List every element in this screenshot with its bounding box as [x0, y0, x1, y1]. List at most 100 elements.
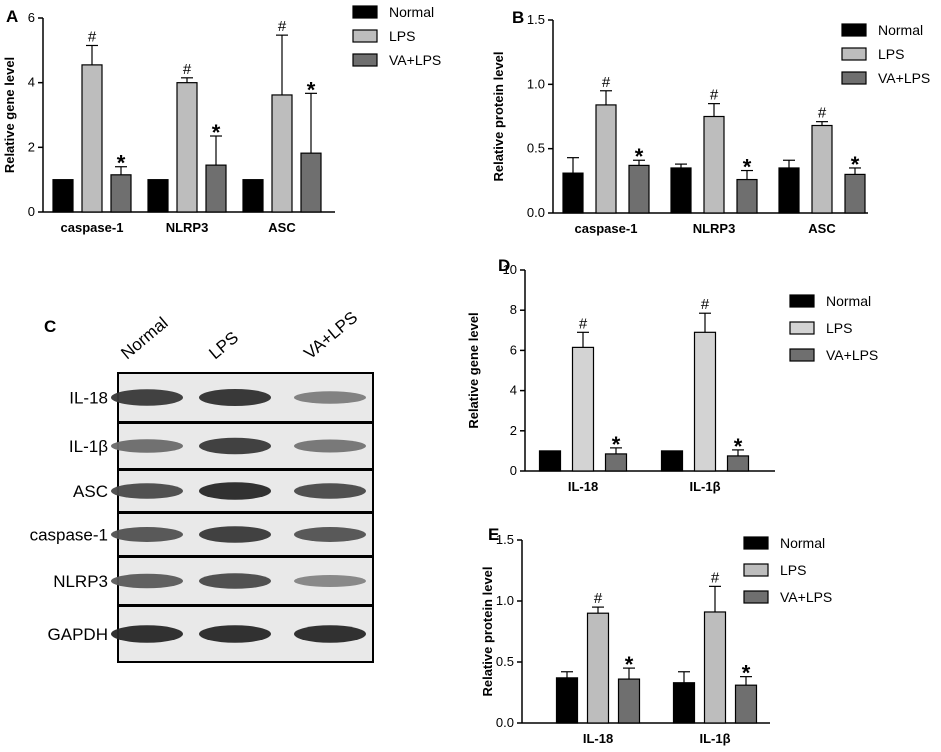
y-tick-label-b: 1.0	[527, 76, 545, 91]
lane-label: Normal	[117, 313, 171, 363]
legend-swatch-a	[352, 29, 378, 43]
blot-band	[199, 625, 271, 643]
legend-label-b: Normal	[878, 22, 923, 38]
bar-b-va-lps-1	[736, 178, 758, 214]
bar-d-normal-0	[538, 450, 562, 472]
significance-mark-e: *	[625, 652, 634, 677]
bar-a-normal-0	[52, 179, 74, 213]
bar-e-va-lps-1	[734, 684, 758, 724]
bar-b-va-lps-2	[844, 173, 866, 214]
bar-b-normal-0	[562, 172, 584, 214]
legend-label-b: LPS	[878, 46, 904, 62]
bar-e-va-lps-0	[617, 678, 641, 724]
y-tick-label-a: 0	[28, 204, 35, 219]
y-tick-label-d: 6	[510, 342, 517, 357]
legend-swatch-a	[352, 53, 378, 67]
bar-a-lps-1	[176, 82, 198, 213]
legend-swatch-d	[789, 294, 815, 308]
legend-label-d: LPS	[826, 320, 852, 336]
y-tick-label-d: 4	[510, 383, 517, 398]
significance-mark-b: #	[710, 87, 719, 104]
y-axis-label-a: Relative gene level	[2, 57, 17, 173]
legend-swatch-e	[743, 590, 769, 604]
bar-d-lps-0	[571, 346, 595, 472]
bar-e-lps-0	[586, 612, 610, 724]
bar-e-lps-1	[703, 611, 727, 724]
lane-label: VA+LPS	[300, 308, 361, 363]
blot-band	[199, 437, 271, 455]
blot-band	[294, 439, 366, 453]
significance-mark-a: #	[88, 28, 97, 45]
y-tick-label-d: 8	[510, 302, 517, 317]
legend-swatch-d	[789, 348, 815, 362]
bar-a-va-lps-0	[110, 174, 132, 213]
y-tick-label-a: 4	[28, 75, 35, 90]
legend-swatch-a	[352, 5, 378, 19]
bar-e-normal-0	[555, 677, 579, 724]
y-axis-label-b: Relative protein level	[491, 51, 506, 181]
bar-b-normal-1	[670, 167, 692, 214]
blot-band	[199, 526, 271, 543]
blot-band	[294, 527, 366, 542]
y-tick-label-a: 6	[28, 10, 35, 25]
bar-d-lps-1	[693, 331, 717, 472]
significance-mark-a: #	[183, 61, 192, 78]
significance-mark-e: *	[742, 661, 751, 686]
category-label-a: NLRP3	[166, 220, 209, 235]
panel-label-a: A	[6, 7, 18, 26]
significance-mark-b: #	[818, 105, 827, 122]
blot-band	[199, 389, 271, 406]
legend-swatch-b	[841, 47, 867, 61]
bar-b-va-lps-0	[628, 164, 650, 214]
y-tick-label-b: 0.0	[527, 205, 545, 220]
bar-a-normal-2	[242, 179, 264, 213]
category-label-b: ASC	[808, 221, 836, 236]
legend-swatch-e	[743, 563, 769, 577]
category-label-e: IL-18	[583, 731, 613, 746]
y-tick-label-e: 1.5	[496, 532, 514, 547]
bar-a-normal-1	[147, 179, 169, 213]
legend-label-b: VA+LPS	[878, 70, 930, 86]
blot-band	[294, 391, 366, 404]
blot-band	[111, 625, 183, 643]
y-axis-label-e: Relative protein level	[480, 566, 495, 696]
blot-band	[111, 527, 183, 542]
bar-a-va-lps-1	[205, 164, 227, 213]
bar-d-normal-1	[660, 450, 684, 472]
bar-e-normal-1	[672, 682, 696, 724]
significance-mark-a: #	[278, 18, 287, 35]
blot-band	[294, 625, 366, 643]
category-label-b: caspase-1	[575, 221, 638, 236]
blot-row-label: IL-1β	[69, 437, 108, 456]
category-label-d: IL-1β	[689, 479, 720, 494]
panel-label-c: C	[44, 317, 56, 336]
significance-mark-d: *	[734, 434, 743, 459]
legend-swatch-b	[841, 23, 867, 37]
legend-label-a: Normal	[389, 4, 434, 20]
blot-band	[199, 573, 271, 589]
significance-mark-e: #	[594, 590, 603, 607]
bar-a-va-lps-2	[300, 152, 322, 213]
panel-label-b: B	[512, 8, 524, 27]
y-tick-label-d: 0	[510, 463, 517, 478]
significance-mark-b: #	[602, 74, 611, 91]
legend-label-e: VA+LPS	[780, 589, 832, 605]
significance-mark-e: #	[711, 569, 720, 586]
significance-mark-b: *	[635, 144, 644, 169]
legend-swatch-b	[841, 71, 867, 85]
y-tick-label-e: 1.0	[496, 593, 514, 608]
legend-label-a: LPS	[389, 28, 415, 44]
significance-mark-a: *	[117, 151, 126, 176]
y-tick-label-d: 2	[510, 423, 517, 438]
legend-label-d: Normal	[826, 293, 871, 309]
legend-label-e: Normal	[780, 535, 825, 551]
significance-mark-b: *	[743, 155, 752, 180]
blot-band	[111, 389, 183, 406]
significance-mark-d: *	[612, 432, 621, 457]
lane-label: LPS	[205, 328, 242, 363]
legend-swatch-e	[743, 536, 769, 550]
panel-label-d: D	[498, 256, 510, 275]
legend-label-a: VA+LPS	[389, 52, 441, 68]
legend-swatch-d	[789, 321, 815, 335]
